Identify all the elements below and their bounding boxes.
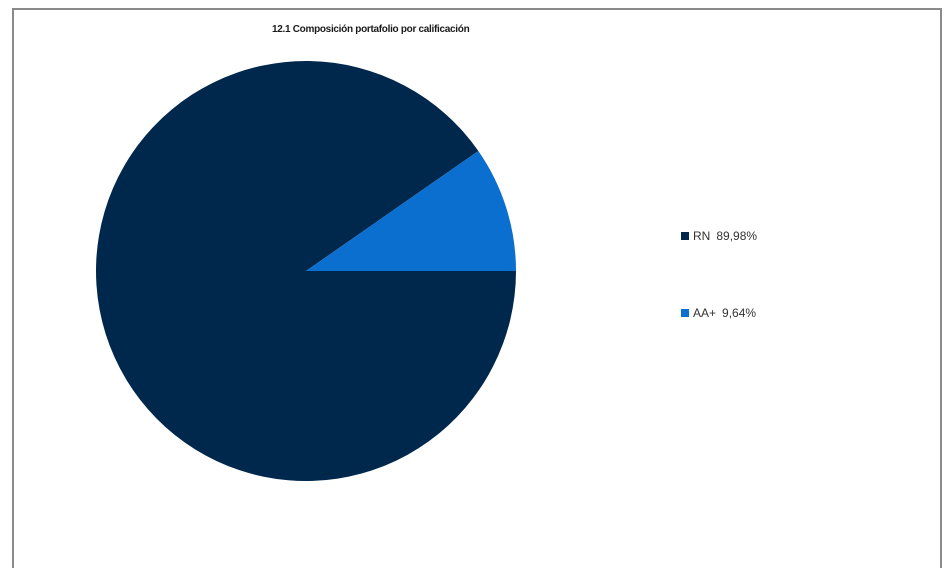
legend-label-aa-plus: AA+ <box>693 306 717 320</box>
legend-swatch-aa-plus <box>681 309 689 317</box>
legend-label-rn: RN <box>693 229 711 243</box>
pie-slice-rn <box>96 61 516 482</box>
legend-item-rn: RN 89,98% <box>681 229 757 243</box>
chart-title: 12.1 Composición portafolio por califica… <box>272 24 470 35</box>
legend-item-aa-plus: AA+ 9,64% <box>681 306 756 320</box>
legend-value-aa-plus: 9,64% <box>722 306 757 320</box>
pie-slice-aa-plus <box>306 151 517 271</box>
legend-swatch-rn <box>681 232 689 240</box>
legend-value-rn: 89,98% <box>716 229 758 243</box>
